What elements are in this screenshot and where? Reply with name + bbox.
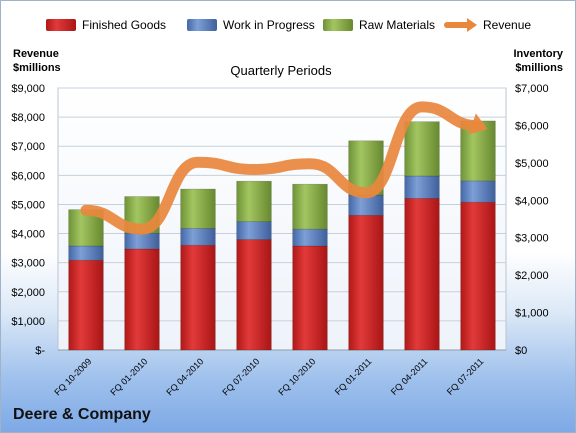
left-tick-label: $8,000 — [11, 112, 45, 124]
bar-finished-goods — [124, 248, 160, 351]
x-tick-label: FQ 10-2009 — [52, 356, 93, 397]
bar-work-in-progress — [404, 175, 440, 199]
bar-raw-materials — [180, 188, 216, 229]
bar-raw-materials — [292, 183, 328, 230]
revenue-arrowhead — [468, 113, 488, 135]
x-tick-label: FQ 07-2010 — [220, 356, 261, 397]
revenue-line — [80, 101, 484, 235]
bar-work-in-progress — [292, 228, 328, 247]
bar-finished-goods — [460, 201, 496, 351]
legend-swatch-work-in-progress — [187, 19, 217, 31]
x-tick-label: FQ 07-2011 — [445, 356, 486, 397]
left-tick-label: $2,000 — [11, 287, 45, 299]
right-tick-label: $3,000 — [515, 233, 549, 245]
legend-label-revenue: Revenue — [483, 18, 531, 32]
bar-raw-materials — [236, 180, 272, 222]
bar-finished-goods — [68, 259, 104, 351]
left-axis-title: Revenue — [13, 48, 59, 60]
bar-finished-goods — [236, 239, 272, 351]
right-tick-label: $1,000 — [515, 308, 549, 320]
x-tick-label: FQ 04-2011 — [389, 356, 430, 397]
right-tick-label: $6,000 — [515, 120, 549, 132]
left-tick-label: $- — [35, 345, 45, 357]
bars — [68, 120, 496, 351]
x-tick-label: FQ 01-2010 — [108, 356, 149, 397]
bar-finished-goods — [348, 214, 384, 351]
left-tick-label: $5,000 — [11, 199, 45, 211]
x-tick-label: FQ 04-2010 — [164, 356, 205, 397]
bar-work-in-progress — [460, 180, 496, 203]
bar-raw-materials — [404, 121, 440, 177]
right-tick-label: $5,000 — [515, 158, 549, 170]
legend-label-work-in-progress: Work in Progress — [223, 18, 315, 32]
x-tick-label: FQ 10-2010 — [276, 356, 317, 397]
right-tick-label: $2,000 — [515, 270, 549, 282]
right-axis-title: Inventory — [513, 48, 563, 60]
right-axis-unit: $millions — [515, 62, 563, 74]
legend-arrow-icon — [467, 18, 477, 32]
left-tick-label: $1,000 — [11, 316, 45, 328]
legend-label-finished-goods: Finished Goods — [82, 18, 166, 32]
left-tick-label: $9,000 — [11, 83, 45, 95]
x-tick-label: FQ 01-2011 — [333, 356, 374, 397]
chart-title: Quarterly Periods — [230, 63, 332, 78]
bar-work-in-progress — [180, 228, 216, 246]
bar-finished-goods — [404, 198, 440, 351]
legend-label-raw-materials: Raw Materials — [359, 18, 435, 32]
left-axis-unit: $millions — [13, 62, 61, 74]
legend-swatch-raw-materials — [323, 19, 353, 31]
left-tick-label: $6,000 — [11, 170, 45, 182]
right-tick-label: $4,000 — [515, 195, 549, 207]
chart-titles: Revenue $millions Inventory $millions Quarte… — [13, 48, 564, 78]
left-tick-label: $7,000 — [11, 141, 45, 153]
revenue-line-group — [80, 101, 488, 235]
left-tick-label: $4,000 — [11, 229, 45, 241]
company-name: Deere & Company — [13, 406, 151, 423]
legend: Finished Goods Work in Progress Raw Materi… — [46, 18, 531, 32]
bar-work-in-progress — [124, 232, 160, 250]
legend-swatch-finished-goods — [46, 19, 76, 31]
right-tick-label: $0 — [515, 345, 527, 357]
bar-work-in-progress — [68, 245, 104, 261]
left-tick-label: $3,000 — [11, 258, 45, 270]
bar-raw-materials — [460, 120, 496, 182]
bar-finished-goods — [292, 245, 328, 351]
right-tick-label: $7,000 — [515, 83, 549, 95]
bar-work-in-progress — [236, 221, 272, 240]
bar-finished-goods — [180, 244, 216, 351]
